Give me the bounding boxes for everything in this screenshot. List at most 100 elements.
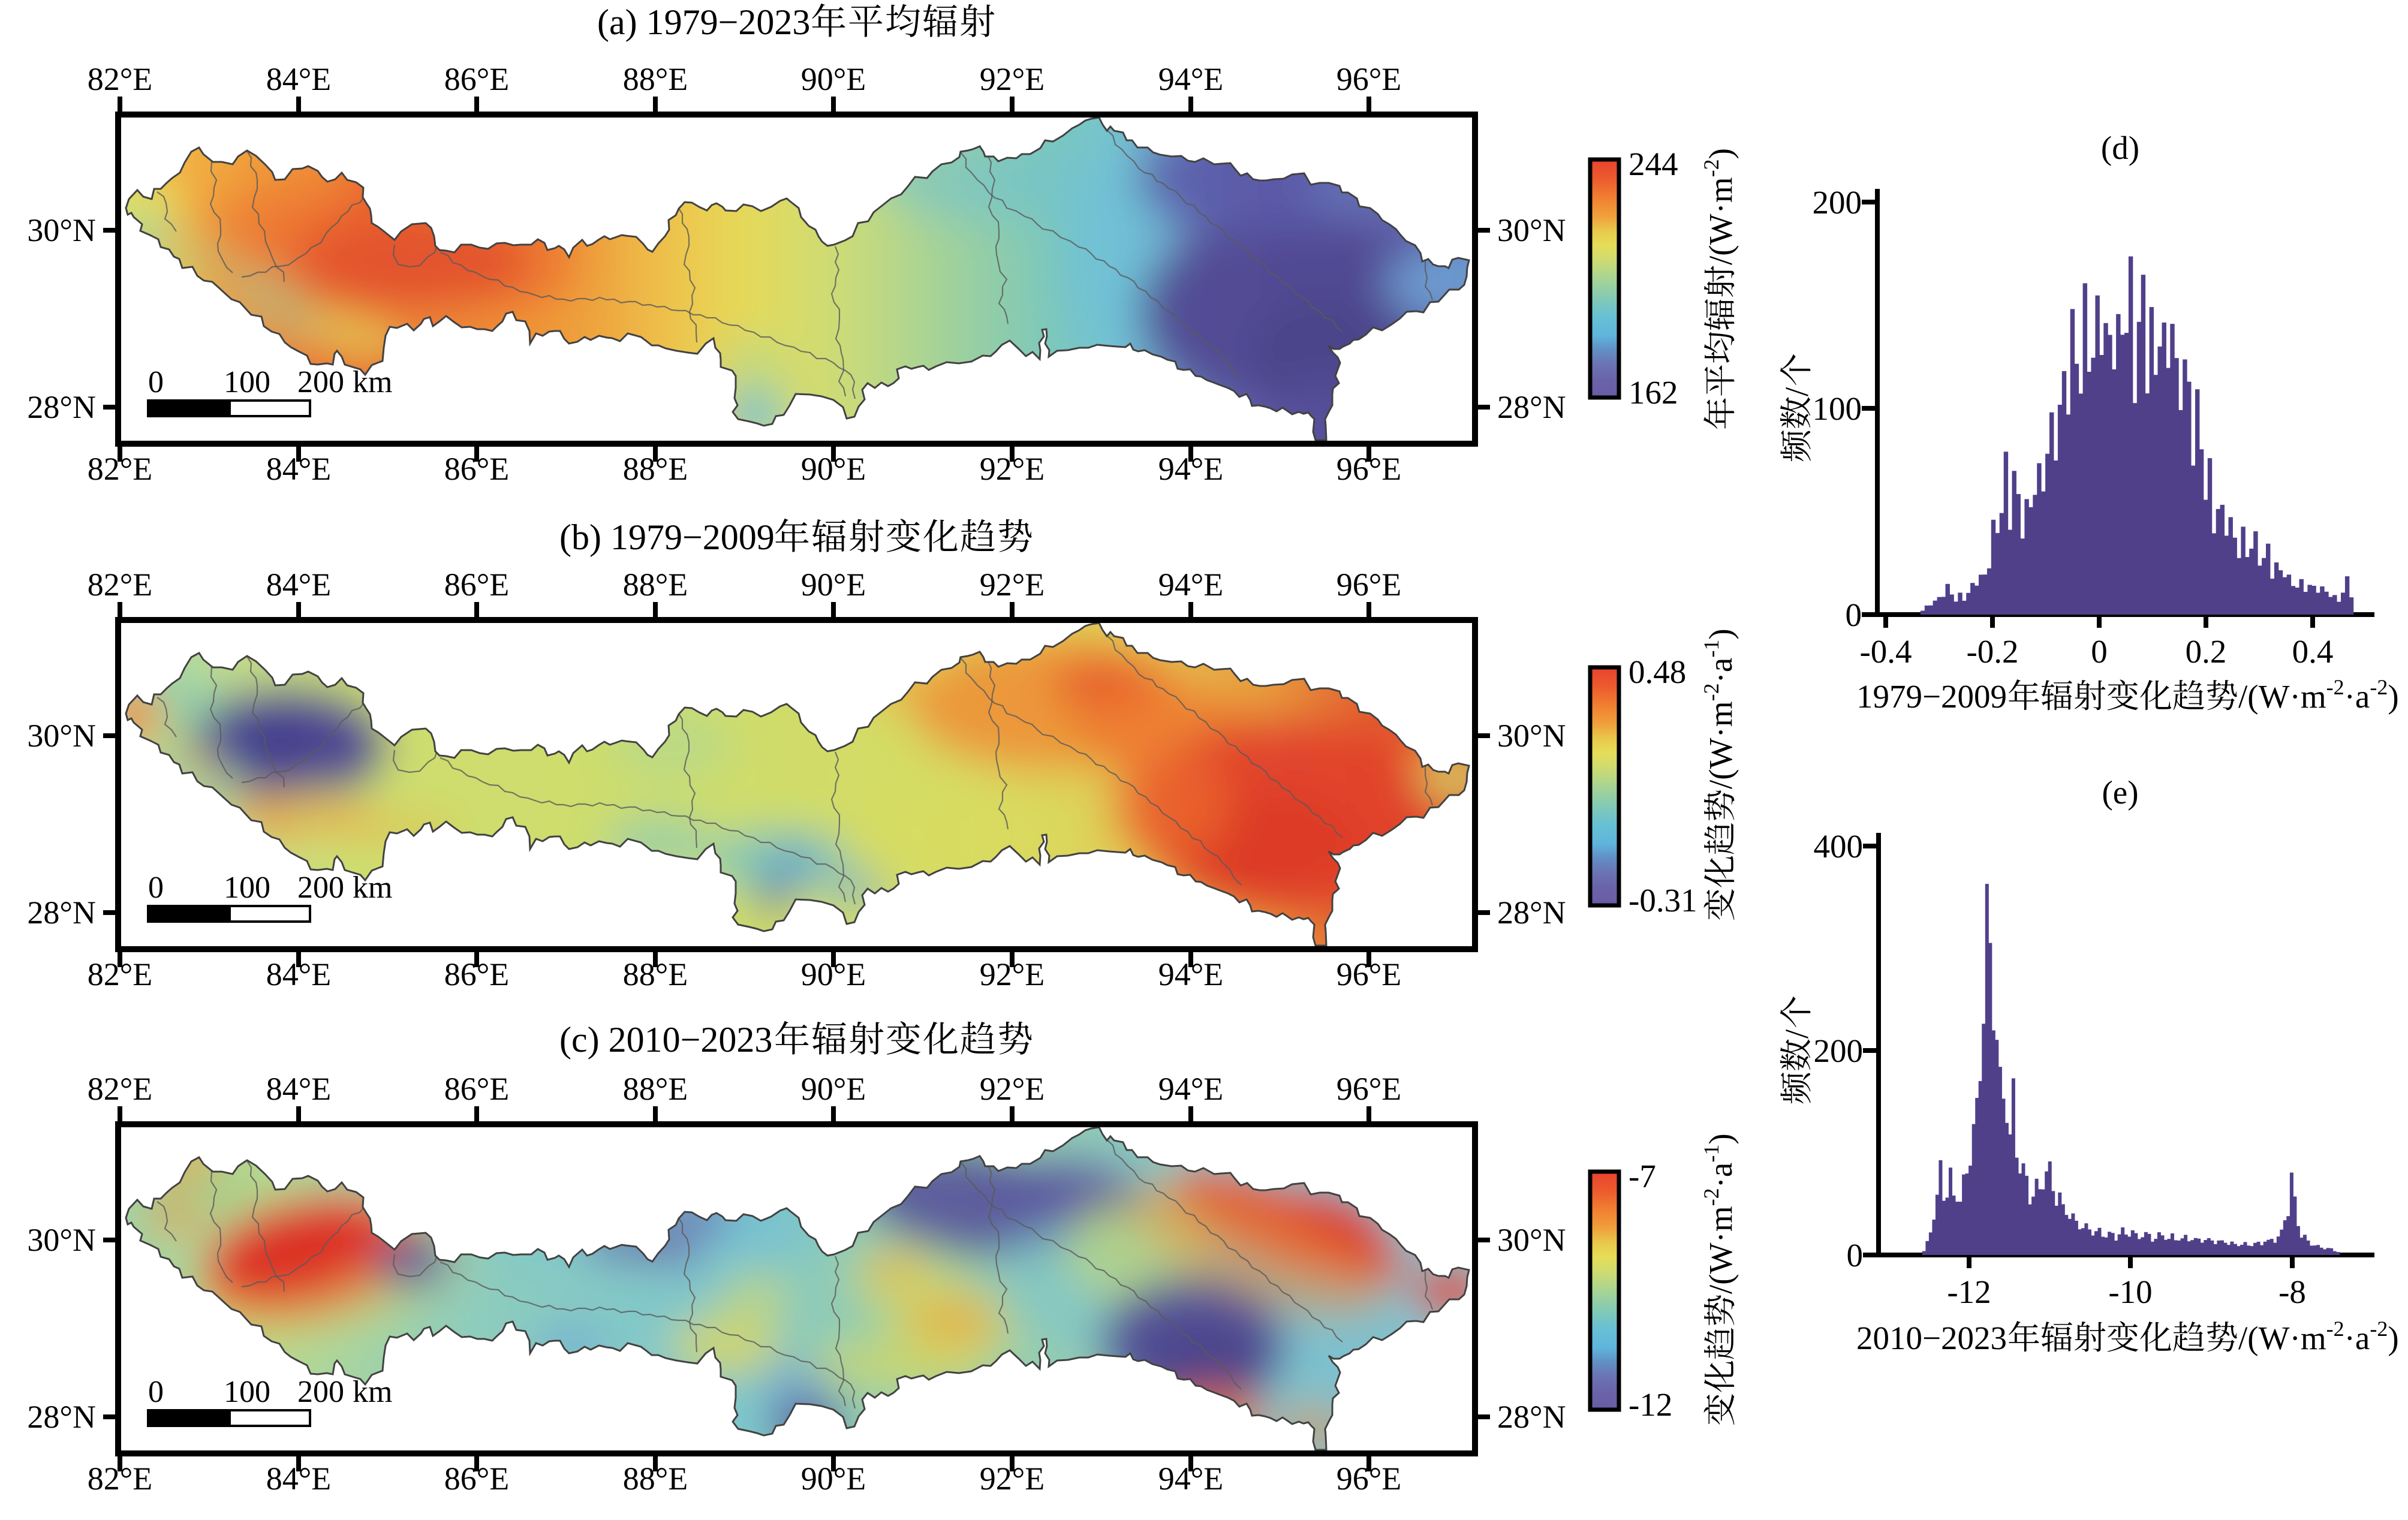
svg-text:82°E: 82°E: [88, 1461, 153, 1497]
svg-text:84°E: 84°E: [266, 1071, 332, 1107]
svg-text:96°E: 96°E: [1337, 1071, 1402, 1107]
svg-text:92°E: 92°E: [980, 567, 1045, 603]
svg-text:0: 0: [1846, 597, 1862, 633]
svg-text:84°E: 84°E: [266, 451, 332, 487]
svg-text:28°N: 28°N: [27, 895, 96, 931]
svg-text:88°E: 88°E: [623, 451, 688, 487]
svg-text:88°E: 88°E: [623, 1071, 688, 1107]
svg-text:82°E: 82°E: [88, 1071, 153, 1107]
svg-text:0: 0: [1847, 1237, 1864, 1274]
svg-text:1979−2009: 1979−2009: [1856, 678, 2007, 715]
svg-text:30°N: 30°N: [1497, 718, 1566, 754]
svg-text:86°E: 86°E: [444, 1071, 510, 1107]
svg-text:84°E: 84°E: [266, 956, 332, 992]
svg-text:28°N: 28°N: [1497, 895, 1566, 931]
svg-text:/: /: [1778, 1029, 1815, 1039]
svg-text:92°E: 92°E: [980, 1461, 1045, 1497]
svg-text:96°E: 96°E: [1337, 956, 1402, 992]
svg-text:92°E: 92°E: [980, 956, 1045, 992]
svg-text:200: 200: [297, 1375, 344, 1409]
svg-text:94°E: 94°E: [1158, 1071, 1224, 1107]
svg-text:94°E: 94°E: [1158, 61, 1224, 97]
svg-text:(c) 2010−2023: (c) 2010−2023: [559, 1020, 772, 1060]
svg-text:88°E: 88°E: [623, 1461, 688, 1497]
svg-text:-7: -7: [1629, 1158, 1656, 1194]
svg-text:162: 162: [1629, 374, 1678, 411]
svg-text:200: 200: [1814, 1033, 1864, 1069]
svg-text:28°N: 28°N: [1497, 1399, 1566, 1435]
svg-text:100: 100: [224, 365, 270, 399]
svg-text:200: 200: [297, 871, 344, 905]
svg-text:/: /: [1778, 387, 1815, 396]
svg-text:30°N: 30°N: [27, 1222, 96, 1258]
svg-text:-0.2: -0.2: [1966, 633, 2018, 670]
svg-text:km: km: [353, 1375, 392, 1409]
svg-text:(e): (e): [2102, 774, 2138, 811]
svg-text:86°E: 86°E: [444, 956, 510, 992]
svg-text:90°E: 90°E: [801, 61, 866, 97]
svg-text:100: 100: [224, 1375, 270, 1409]
svg-text:84°E: 84°E: [266, 567, 332, 603]
svg-text:86°E: 86°E: [444, 567, 510, 603]
svg-text:/(W·m-2): /(W·m-2): [1699, 148, 1739, 265]
svg-text:0: 0: [2091, 633, 2108, 670]
svg-text:0: 0: [148, 1375, 164, 1409]
svg-text:90°E: 90°E: [801, 1461, 866, 1497]
svg-text:86°E: 86°E: [444, 1461, 510, 1497]
svg-text:92°E: 92°E: [980, 61, 1045, 97]
svg-text:0.2: 0.2: [2186, 633, 2227, 670]
svg-text:82°E: 82°E: [88, 61, 153, 97]
svg-text:28°N: 28°N: [27, 389, 96, 425]
svg-text:94°E: 94°E: [1158, 451, 1224, 487]
svg-text:400: 400: [1814, 828, 1864, 865]
svg-text:30°N: 30°N: [27, 718, 96, 754]
svg-text:2010−2023: 2010−2023: [1856, 1320, 2007, 1356]
svg-text:-0.4: -0.4: [1859, 633, 1912, 670]
svg-text:84°E: 84°E: [266, 61, 332, 97]
svg-text:(d): (d): [2101, 130, 2139, 166]
svg-text:96°E: 96°E: [1337, 567, 1402, 603]
svg-text:0.48: 0.48: [1629, 654, 1686, 690]
svg-text:-8: -8: [2278, 1274, 2306, 1310]
svg-text:/(W·m-2·a-1): /(W·m-2·a-1): [1699, 1133, 1739, 1294]
svg-text:30°N: 30°N: [1497, 212, 1566, 248]
svg-text:30°N: 30°N: [27, 212, 96, 248]
svg-text:90°E: 90°E: [801, 956, 866, 992]
svg-text:88°E: 88°E: [623, 956, 688, 992]
svg-text:90°E: 90°E: [801, 451, 866, 487]
svg-text:100: 100: [1813, 390, 1862, 427]
svg-text:km: km: [353, 365, 392, 399]
svg-text:28°N: 28°N: [1497, 389, 1566, 425]
svg-text:82°E: 82°E: [88, 567, 153, 603]
svg-text:82°E: 82°E: [88, 451, 153, 487]
svg-text:94°E: 94°E: [1158, 567, 1224, 603]
svg-text:86°E: 86°E: [444, 451, 510, 487]
svg-text:92°E: 92°E: [980, 451, 1045, 487]
svg-text:km: km: [353, 871, 392, 905]
svg-text:96°E: 96°E: [1337, 1461, 1402, 1497]
svg-text:30°N: 30°N: [1497, 1222, 1566, 1258]
svg-text:(b) 1979−2009: (b) 1979−2009: [559, 517, 775, 557]
svg-text:96°E: 96°E: [1337, 61, 1402, 97]
svg-text:94°E: 94°E: [1158, 956, 1224, 992]
svg-text:88°E: 88°E: [623, 567, 688, 603]
svg-text:0: 0: [148, 365, 164, 399]
svg-text:200: 200: [1813, 184, 1862, 221]
svg-text:100: 100: [224, 871, 270, 905]
svg-text:200: 200: [297, 365, 344, 399]
svg-text:96°E: 96°E: [1337, 451, 1402, 487]
svg-text:-12: -12: [1947, 1274, 1991, 1310]
svg-text:244: 244: [1629, 146, 1678, 182]
svg-text:28°N: 28°N: [27, 1399, 96, 1435]
svg-text:84°E: 84°E: [266, 1461, 332, 1497]
svg-text:90°E: 90°E: [801, 567, 866, 603]
svg-text:88°E: 88°E: [623, 61, 688, 97]
svg-text:-0.31: -0.31: [1629, 882, 1697, 919]
svg-text:(a) 1979−2023: (a) 1979−2023: [597, 2, 810, 42]
svg-text:94°E: 94°E: [1158, 1461, 1224, 1497]
svg-text:0: 0: [148, 871, 164, 905]
svg-text:-12: -12: [1629, 1386, 1672, 1423]
svg-text:90°E: 90°E: [801, 1071, 866, 1107]
svg-text:0.4: 0.4: [2292, 633, 2334, 670]
svg-text:82°E: 82°E: [88, 956, 153, 992]
